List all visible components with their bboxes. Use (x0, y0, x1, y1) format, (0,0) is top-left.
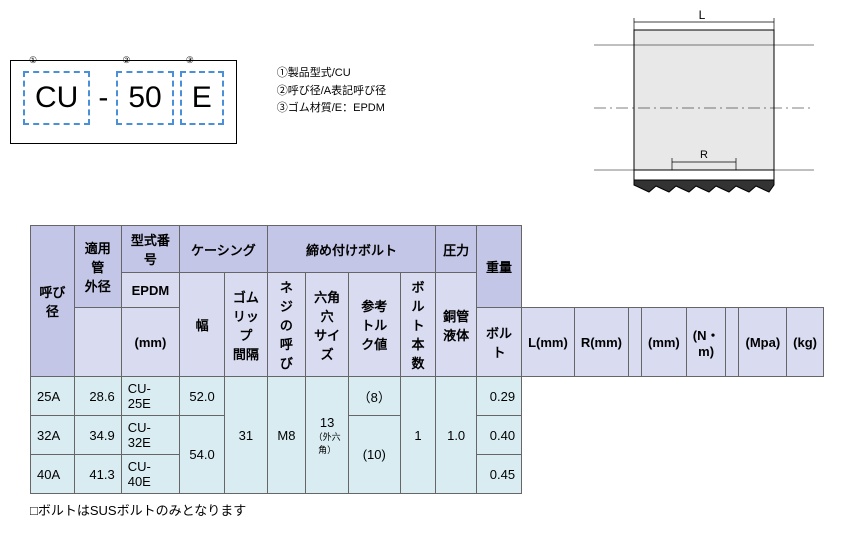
legend-line-1: ①製品型式/CU (277, 65, 386, 82)
spec-table: 呼び径 適用管 外径 型式番号 ケーシング 締め付けボルト 圧力 重量 EPDM… (30, 225, 824, 494)
legend-line-2: ②呼び径/A表記呼び径 (277, 83, 386, 100)
cross-section-diagram: L R (594, 10, 814, 205)
legend-line-3: ③ゴム材質/E：EPDM (277, 100, 386, 117)
model-code-box: ① CU - ② 50 ③ E (10, 60, 237, 144)
code-num-1: ① (29, 55, 37, 66)
footnote: □ボルトはSUSボルトのみとなります (30, 500, 824, 519)
diagram-label-r: R (700, 149, 708, 161)
code-text-1: CU (35, 81, 78, 114)
code-dash: - (96, 81, 110, 115)
diagram-label-l: L (699, 10, 706, 22)
legend: ①製品型式/CU ②呼び径/A表記呼び径 ③ゴム材質/E：EPDM (277, 65, 386, 118)
top-section: ① CU - ② 50 ③ E ①製品型式/CU ②呼び径/A表記呼び径 ③ゴム… (10, 10, 844, 205)
code-part-2: ② 50 (116, 71, 173, 125)
diagram-svg: L R (594, 10, 814, 205)
code-num-3: ③ (186, 55, 194, 66)
code-part-3: ③ E (180, 71, 224, 125)
code-text-2: 50 (128, 81, 161, 114)
code-text-3: E (192, 81, 212, 114)
code-part-1: ① CU (23, 71, 90, 125)
code-num-2: ② (122, 55, 130, 66)
